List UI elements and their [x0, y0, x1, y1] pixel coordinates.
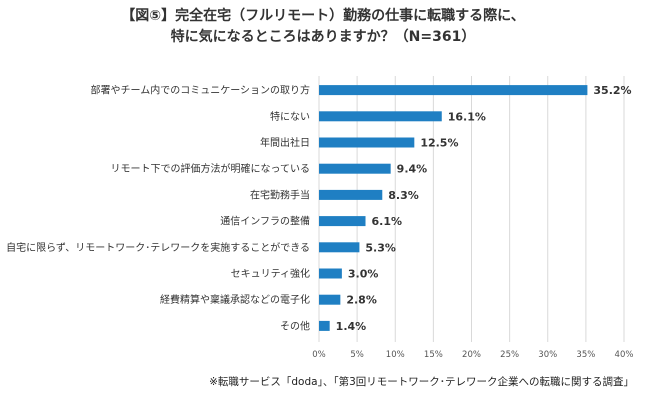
value-label: 9.4% [397, 163, 428, 176]
chart-title-line-2: 特に気になるところはありますか？（N=361） [170, 29, 476, 45]
chart-title-line-1: 【図⑤】完全在宅（フルリモート）勤務の仕事に転職する際に、 [121, 8, 525, 24]
category-label: その他 [280, 319, 310, 332]
category-label: 部署やチーム内でのコミュニケーションの取り方 [91, 84, 311, 97]
value-label: 1.4% [336, 320, 367, 333]
category-label: 特にない [270, 111, 310, 123]
x-tick-label: 20% [462, 350, 481, 360]
category-label: セキュリティ強化 [231, 267, 310, 280]
value-label: 16.1% [448, 110, 486, 123]
bar [319, 111, 442, 122]
bar [319, 137, 415, 148]
category-label: 通信インフラの整備 [220, 215, 310, 228]
bar [319, 216, 366, 227]
value-label: 6.1% [372, 215, 403, 228]
x-tick-label: 5% [350, 350, 364, 360]
x-tick-label: 35% [576, 350, 595, 360]
bar [319, 85, 588, 96]
bar [319, 294, 341, 305]
bar [319, 268, 342, 279]
x-tick-label: 25% [500, 350, 519, 360]
value-label: 12.5% [420, 137, 458, 150]
category-label: 年間出社日 [260, 136, 310, 149]
x-tick-label: 0% [312, 350, 326, 360]
value-label: 2.8% [346, 294, 377, 307]
category-label: 在宅勤務手当 [250, 188, 310, 201]
category-label: 経費精算や稟議承認などの電子化 [160, 293, 310, 306]
chart-title: 【図⑤】完全在宅（フルリモート）勤務の仕事に転職する際に、 特に気になるところは… [0, 6, 646, 48]
bar [319, 189, 383, 200]
value-label: 5.3% [365, 241, 396, 254]
bar [319, 163, 391, 174]
x-tick-label: 10% [386, 350, 405, 360]
category-label: リモート下での評価方法が明確になっている [111, 162, 311, 175]
category-label: 自宅に限らず、リモートワーク･テレワークを実施することができる [6, 241, 310, 254]
x-tick-label: 30% [538, 350, 557, 360]
x-tick-label: 15% [424, 350, 443, 360]
value-label: 8.3% [388, 189, 419, 202]
value-label: 3.0% [348, 268, 379, 281]
value-label: 35.2% [593, 84, 631, 97]
x-tick-label: 40% [615, 350, 634, 360]
bar [319, 242, 360, 253]
bar [319, 320, 330, 331]
source-note: ※転職サービス「doda」、「第3回リモートワーク･テレワーク企業への転職に関す… [209, 376, 634, 388]
